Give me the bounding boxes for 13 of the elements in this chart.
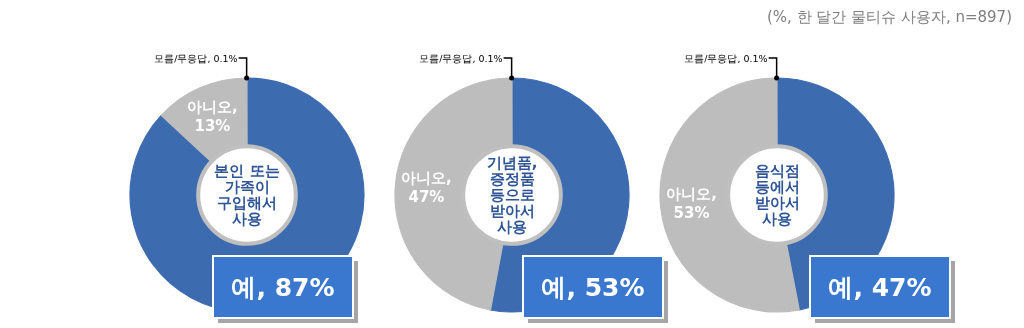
slice-label: 예, 87% (231, 273, 335, 302)
slice-label: 모름/무응답, 0.1% (419, 53, 503, 64)
slice-label: 모름/무응답, 0.1% (684, 53, 768, 64)
text: (%, 한 달간 물티슈 사용자, n=897) (766, 8, 1012, 26)
slice-label: 예, 47% (828, 273, 932, 302)
text: 기념품, 증정품 등으로 받아서 사용 (486, 154, 538, 236)
text: 본인 또는 가족이 구입해서 사용 (214, 162, 280, 228)
slice-label: 예, 53% (541, 273, 645, 302)
slice-label: 아니오, 53% (666, 185, 717, 223)
slice-label: 아니오, 13% (187, 98, 238, 136)
text: 음식점 등에서 받아서 사용 (754, 162, 800, 228)
slice-label: 아니오, 47% (401, 169, 452, 207)
slice-label: 모름/무응답, 0.1% (154, 53, 238, 64)
